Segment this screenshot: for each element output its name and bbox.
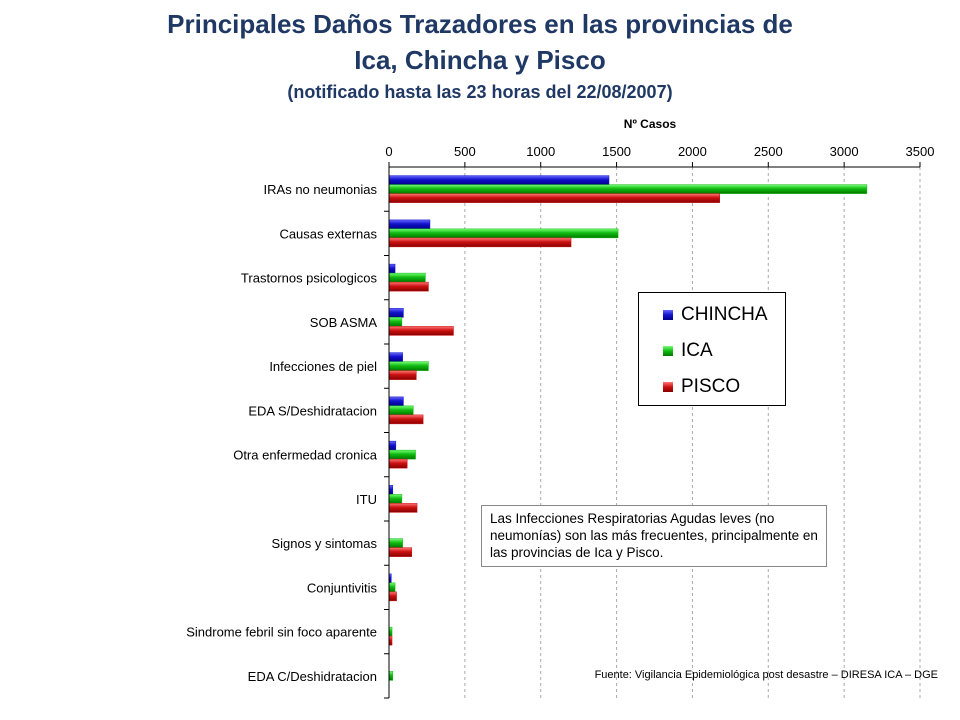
- category-label: EDA S/Deshidratacion: [248, 403, 377, 418]
- chart-legend: CHINCHA ICA PISCO: [638, 292, 786, 406]
- category-label: Infecciones de piel: [269, 359, 377, 374]
- bar-ica: [388, 184, 868, 194]
- bar-ica: [388, 582, 396, 593]
- bar-chincha: [388, 219, 431, 230]
- bar-pisco: [388, 370, 417, 380]
- bar-pisco: [388, 503, 418, 513]
- bar-ica: [388, 272, 426, 283]
- legend-swatch-pisco: [663, 382, 673, 392]
- bar-chincha: [388, 485, 394, 495]
- x-tick-label: 2000: [678, 144, 707, 159]
- gridlines: [464, 167, 921, 698]
- legend-label-pisco: PISCO: [681, 376, 741, 397]
- bar-pisco: [388, 458, 408, 469]
- annotation-note: Las Infecciones Respiratorias Agudas lev…: [481, 505, 827, 567]
- source-caption: Fuente: Vigilancia Epidemiológica post d…: [594, 669, 938, 681]
- bar-chincha: [388, 175, 610, 185]
- bar-pisco: [388, 547, 413, 557]
- category-label: Conjuntivitis: [307, 580, 378, 595]
- legend-swatch-ica: [663, 346, 673, 356]
- category-label: Trastornos psicologicos: [241, 271, 378, 286]
- x-tick-label: 2500: [754, 144, 783, 159]
- bar-pisco: [388, 237, 572, 248]
- chart-subtitle: (notificado hasta las 23 horas del 22/08…: [287, 82, 673, 102]
- category-label: ITU: [356, 492, 377, 507]
- category-label: Signos y sintomas: [272, 536, 378, 551]
- x-axis-label: Nº Casos: [624, 117, 677, 131]
- category-label: SOB ASMA: [310, 315, 378, 330]
- bar-chincha: [388, 440, 397, 451]
- legend-label-ica: ICA: [681, 340, 713, 361]
- category-labels: IRAs no neumonias Causas externas Trastorn…: [186, 182, 389, 699]
- bar-chincha: [388, 263, 396, 274]
- x-tick-label: 1000: [526, 144, 555, 159]
- bar-ica: [388, 671, 394, 681]
- bar-ica: [388, 494, 403, 504]
- x-tick-label: 3000: [830, 144, 859, 159]
- category-label: Causas externas: [279, 226, 377, 241]
- bar-pisco: [388, 326, 454, 336]
- bar-ica: [388, 405, 414, 416]
- bar-ica: [388, 228, 619, 239]
- bar-ica: [388, 361, 429, 371]
- bar-pisco: [388, 591, 397, 602]
- x-tick-label: 0: [385, 144, 392, 159]
- bar-pisco: [388, 281, 429, 292]
- bar-pisco: [388, 414, 424, 425]
- bar-ica: [388, 449, 416, 460]
- chart-title-line1: Principales Daños Trazadores en las prov…: [167, 9, 793, 39]
- category-label: IRAs no neumonias: [264, 182, 378, 197]
- category-label: Sindrome febril sin foco aparente: [186, 625, 377, 640]
- legend-item-ica: ICA: [663, 339, 713, 363]
- x-tick-label: 3500: [906, 144, 935, 159]
- legend-item-chincha: CHINCHA: [663, 303, 768, 327]
- legend-swatch-chincha: [663, 310, 673, 320]
- chart-title-line2: Ica, Chincha y Pisco: [354, 45, 606, 75]
- category-label: EDA C/Deshidratacion: [248, 669, 377, 684]
- x-tick-label: 1500: [602, 144, 631, 159]
- bar-chincha: [388, 308, 404, 318]
- legend-label-chincha: CHINCHA: [681, 304, 768, 325]
- legend-item-pisco: PISCO: [663, 375, 740, 399]
- bars: [388, 175, 868, 681]
- bar-pisco: [388, 193, 720, 203]
- category-label: Otra enfermedad cronica: [233, 448, 378, 463]
- bar-ica: [388, 317, 403, 327]
- bar-chincha: [388, 396, 404, 407]
- x-ticks: 0 500 1000 1500 2000 2500 3000 3500: [385, 144, 934, 167]
- x-tick-label: 500: [454, 144, 476, 159]
- bar-ica: [388, 538, 403, 548]
- bar-chincha: [388, 352, 403, 362]
